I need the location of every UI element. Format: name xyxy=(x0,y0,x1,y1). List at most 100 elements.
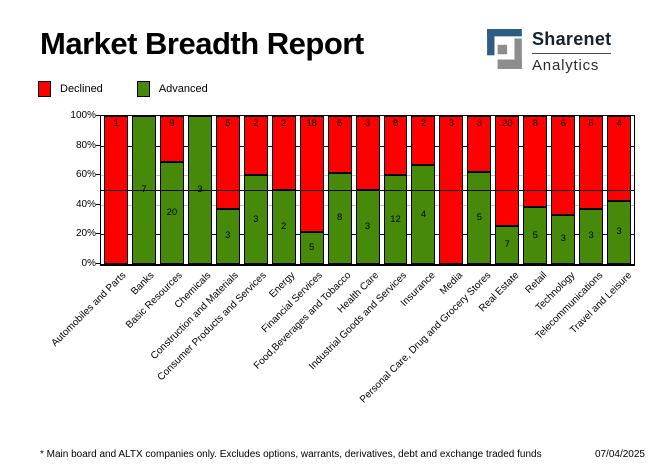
x-axis-label: Personal Care, Drug and Grocery Stores xyxy=(357,270,494,406)
y-axis-label-60%: 60% xyxy=(75,169,96,181)
bar-segment-advanced: 3 xyxy=(551,214,576,264)
advanced-value-label: 5 xyxy=(309,241,315,253)
advanced-value-label: 3 xyxy=(253,213,259,225)
bar-segment-declined: 2 xyxy=(411,116,436,166)
footnote: * Main board and ALTX companies only. Ex… xyxy=(40,449,542,460)
declined-value-label: 8 xyxy=(532,118,538,129)
bar-segment-advanced: 5 xyxy=(523,207,548,264)
bar-segment-declined: 4 xyxy=(607,116,632,201)
bar-segment-advanced: 3 xyxy=(215,208,240,264)
bar-segment-declined: 20 xyxy=(495,116,520,226)
bar-segment-advanced: 3 xyxy=(607,200,632,264)
advanced-value-label: 3 xyxy=(560,233,566,245)
bar-segment-declined: 6 xyxy=(551,116,576,215)
advanced-swatch-icon xyxy=(136,81,150,97)
y-axis-tick xyxy=(96,174,100,176)
y-axis-label-40%: 40% xyxy=(75,198,96,210)
declined-swatch-icon xyxy=(38,81,51,97)
bar-segment-advanced: 7 xyxy=(495,225,520,264)
bar-segment-declined: 5 xyxy=(215,116,240,209)
declined-value-label: 9 xyxy=(169,118,175,129)
page-title: Market Breadth Report xyxy=(40,26,364,61)
bar-10: 8 12 xyxy=(383,116,408,264)
y-axis-tick xyxy=(96,144,100,146)
advanced-value-label: 4 xyxy=(420,208,427,220)
y-axis-tick xyxy=(96,115,100,116)
bar-segment-declined: 8 xyxy=(383,116,408,176)
bar-segment-advanced: 20 xyxy=(159,161,184,264)
advanced-value-label: 5 xyxy=(476,211,483,223)
legend-item-advanced: Advanced xyxy=(136,81,208,97)
declined-value-label: 5 xyxy=(336,118,343,129)
x-axis-label: Automobiles and Parts xyxy=(49,270,129,349)
logo-text: Sharenet Analytics xyxy=(532,29,612,74)
plot-area: 17920353232218558338122433520785635343 xyxy=(100,115,635,266)
declined-value-label: 5 xyxy=(588,118,594,129)
bar-14: 20 7 xyxy=(495,116,520,264)
bar-2: 9 20 xyxy=(159,116,184,264)
bar-segment-advanced: 5 xyxy=(299,231,324,264)
bars-container: 17920353232218558338122433520785635343 xyxy=(101,116,634,264)
sharenet-logo-icon xyxy=(487,29,522,69)
declined-value-label: 2 xyxy=(253,118,259,129)
y-axis-label-80%: 80% xyxy=(75,139,96,151)
chart-legend: Declined Advanced xyxy=(38,81,208,97)
advanced-value-label: 3 xyxy=(364,221,371,232)
bar-segment-advanced: 3 xyxy=(579,208,604,264)
declined-value-label: 8 xyxy=(392,118,399,129)
bar-segment-declined: 8 xyxy=(523,116,548,208)
bar-segment-advanced: 5 xyxy=(467,171,492,264)
legend-label-declined: Declined xyxy=(60,83,103,95)
y-axis-tick xyxy=(96,233,100,235)
bar-segment-advanced: 2 xyxy=(271,190,296,264)
logo-name: Sharenet xyxy=(532,29,612,54)
bar-segment-advanced: 3 xyxy=(355,190,380,264)
y-axis-label-100%: 100% xyxy=(70,110,96,121)
bar-segment-advanced: 12 xyxy=(383,175,408,264)
advanced-value-label: 8 xyxy=(336,212,343,224)
advanced-value-label: 3 xyxy=(197,185,202,195)
report-date: 07/04/2025 xyxy=(594,449,645,460)
bar-segment-declined: 9 xyxy=(159,116,184,162)
bar-segment-declined: 2 xyxy=(243,116,268,176)
bar-segment-declined: 2 xyxy=(271,116,296,190)
bar-segment-declined: 18 xyxy=(299,116,324,232)
declined-value-label: 2 xyxy=(281,118,287,129)
advanced-value-label: 3 xyxy=(225,230,231,242)
advanced-value-label: 20 xyxy=(166,206,178,218)
legend-label-advanced: Advanced xyxy=(158,83,208,95)
legend-item-declined: Declined xyxy=(38,81,103,97)
declined-value-label: 20 xyxy=(502,118,513,129)
advanced-value-label: 7 xyxy=(504,238,510,250)
advanced-value-label: 7 xyxy=(141,185,146,195)
advanced-value-label: 3 xyxy=(616,226,622,238)
declined-value-label: 3 xyxy=(476,118,483,129)
declined-value-label: 2 xyxy=(420,118,427,129)
y-axis-tick xyxy=(96,203,100,205)
advanced-value-label: 12 xyxy=(390,213,401,225)
bar-segment-declined: 3 xyxy=(355,116,380,190)
sharenet-logo: Sharenet Analytics xyxy=(487,29,612,74)
declined-value-label: 6 xyxy=(560,118,566,129)
bar-segment-advanced: 3 xyxy=(243,175,268,264)
logo-subtitle: Analytics xyxy=(532,57,600,74)
advanced-value-label: 5 xyxy=(532,229,538,241)
declined-value-label: 3 xyxy=(448,118,455,129)
bar-7: 18 5 xyxy=(299,116,324,264)
advanced-value-label: 2 xyxy=(281,221,287,232)
declined-value-label: 4 xyxy=(616,118,622,129)
declined-value-label: 3 xyxy=(364,118,371,129)
bar-segment-declined: 3 xyxy=(467,116,492,172)
advanced-value-label: 3 xyxy=(588,230,594,242)
declined-value-label: 1 xyxy=(113,118,119,129)
